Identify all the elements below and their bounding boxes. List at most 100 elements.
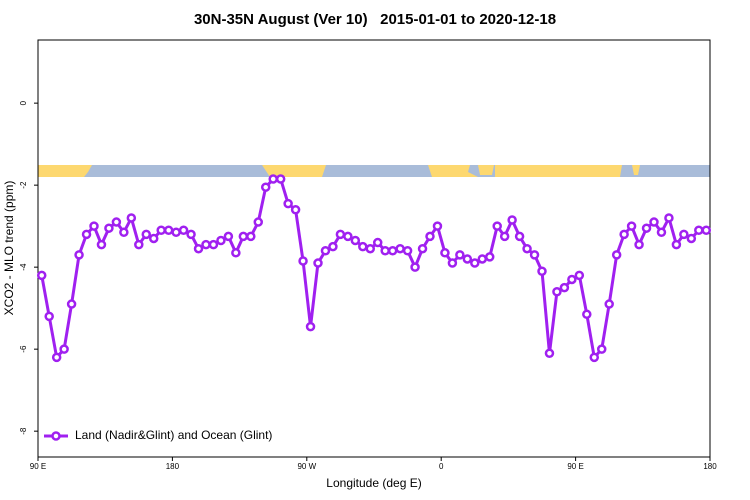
data-point: [701, 225, 712, 236]
data-point: [679, 229, 689, 240]
y-tick-label: 0: [19, 100, 28, 105]
plot-frame: [37, 39, 711, 458]
x-tick-label: 90 E: [30, 462, 46, 471]
data-point: [544, 348, 555, 359]
x-tick-label: 90 E: [567, 462, 583, 471]
data-point: [686, 233, 697, 244]
data-point: [514, 231, 525, 242]
data-point: [365, 243, 376, 254]
data-point: [529, 250, 540, 260]
data-point: [96, 239, 107, 250]
data-point: [148, 233, 159, 244]
data-point: [246, 231, 256, 242]
data-point: [119, 227, 129, 238]
data-point: [134, 239, 144, 250]
data-point: [455, 250, 465, 260]
data-point: [238, 231, 249, 242]
data-point: [559, 282, 570, 293]
x-axis-label: Longitude (deg E): [326, 476, 421, 490]
data-point: [81, 229, 92, 240]
data-point: [492, 221, 502, 231]
data-point: [507, 215, 517, 225]
data-point: [260, 182, 271, 192]
data-point: [410, 262, 420, 272]
data-point: [619, 229, 629, 240]
data-point: [402, 246, 413, 256]
legend-marker: [51, 431, 61, 441]
data-point: [208, 239, 219, 250]
data-point: [582, 309, 592, 320]
data-point: [231, 248, 241, 258]
y-tick-label: -8: [19, 427, 28, 435]
x-tick-label: 180: [703, 462, 717, 471]
data-point: [499, 231, 510, 242]
data-point: [275, 174, 286, 184]
data-point: [440, 248, 450, 258]
data-point: [641, 223, 652, 233]
x-tick-label: 90 W: [297, 462, 316, 471]
data-point: [694, 225, 704, 236]
data-point: [290, 205, 301, 215]
series-line: [40, 177, 707, 361]
data-point: [477, 254, 488, 264]
data-point: [462, 254, 473, 264]
data-point: [589, 352, 600, 363]
data-point: [649, 217, 659, 227]
legend-label: Land (Nadir&Glint) and Ocean (Glint): [75, 428, 272, 442]
data-point: [604, 299, 614, 309]
data-point: [156, 225, 166, 236]
data-point: [380, 246, 390, 256]
data-point: [656, 227, 667, 238]
data-point: [74, 250, 84, 260]
data-point: [537, 266, 547, 277]
y-tick-label: -6: [19, 345, 28, 353]
x-tick-label: 180: [166, 462, 180, 471]
data-point: [141, 229, 152, 240]
land-ocean-band: [38, 165, 710, 177]
data-point: [104, 223, 114, 233]
data-point: [432, 221, 443, 231]
data-point: [470, 258, 480, 268]
data-point: [66, 299, 77, 309]
data-point: [634, 239, 644, 250]
y-tick-label: -2: [19, 181, 28, 189]
data-point: [372, 237, 383, 248]
data-point: [44, 311, 54, 322]
data-point: [335, 229, 346, 240]
data-point: [305, 321, 316, 332]
data-point: [36, 270, 47, 281]
data-point: [574, 270, 585, 281]
data-point: [387, 246, 398, 256]
data-point: [567, 274, 577, 285]
data-point: [201, 239, 211, 250]
data-point: [216, 235, 226, 246]
data-point: [552, 287, 562, 297]
land-band: [428, 165, 478, 177]
data-point: [664, 213, 674, 223]
data-point: [178, 225, 189, 236]
data-point: [320, 246, 331, 256]
data-point: [59, 344, 69, 354]
data-point: [298, 256, 308, 266]
data-point: [522, 243, 532, 254]
data-point: [626, 221, 637, 231]
x-tick-label: 0: [439, 462, 444, 471]
data-point: [253, 217, 264, 227]
data-point: [328, 241, 338, 252]
data-point: [417, 243, 428, 254]
data-point: [671, 239, 682, 250]
data-point: [171, 227, 181, 238]
data-point: [350, 235, 361, 246]
data-point: [186, 229, 196, 240]
data-point: [223, 231, 234, 242]
data-point: [484, 252, 495, 262]
data-point: [51, 352, 62, 363]
data-point: [193, 243, 204, 254]
data-point: [283, 198, 293, 209]
data-point: [268, 174, 278, 184]
data-point: [313, 258, 323, 268]
data-point: [425, 231, 435, 242]
data-point: [447, 258, 458, 268]
chart-title: 30N-35N August (Ver 10) 2015-01-01 to 20…: [194, 11, 556, 28]
